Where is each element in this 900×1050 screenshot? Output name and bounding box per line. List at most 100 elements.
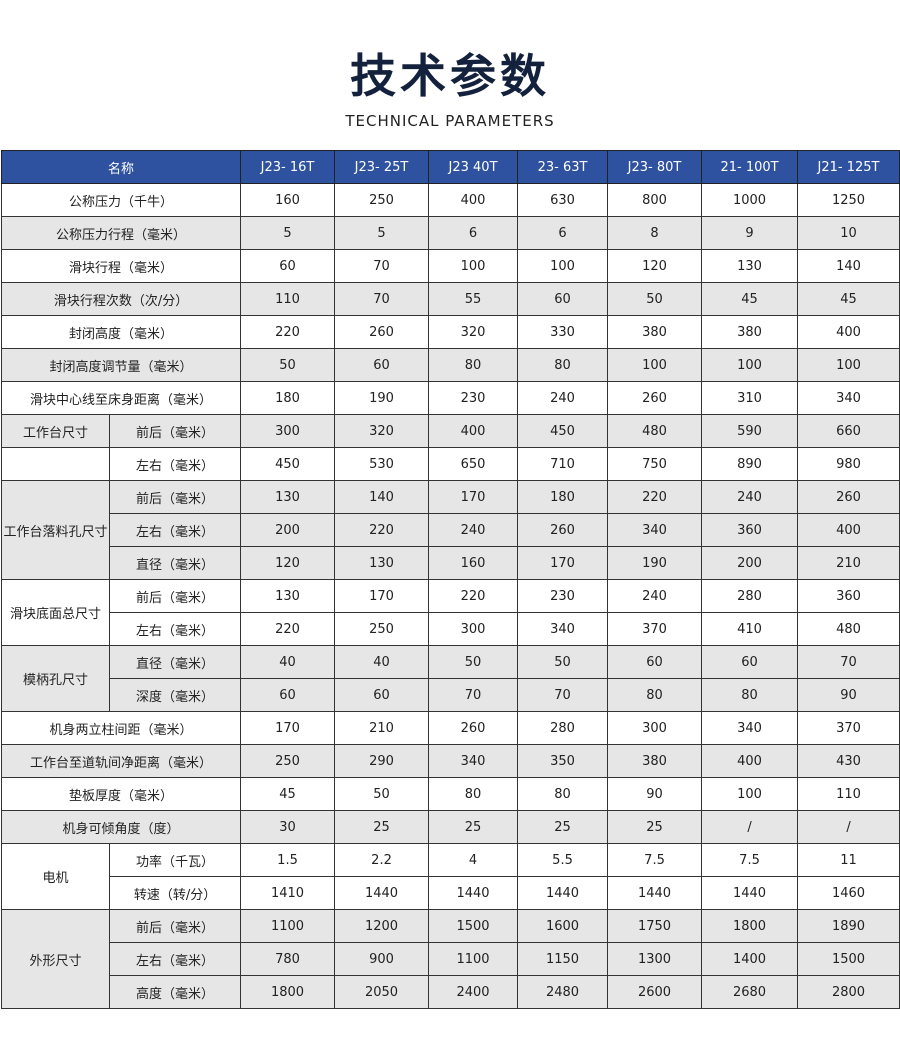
sub-label: 直径（毫米） xyxy=(108,645,242,679)
value-cell: 530 xyxy=(334,447,430,481)
value-cell: 80 xyxy=(701,678,799,712)
row-label: 滑块中心线至床身距离（毫米） xyxy=(0,381,242,415)
value-cell: 1750 xyxy=(607,909,703,943)
value-cell: 2680 xyxy=(701,975,799,1009)
value-cell: 200 xyxy=(701,546,799,580)
value-cell: 8 xyxy=(607,216,703,250)
value-cell: 40 xyxy=(334,645,430,679)
value-cell: 250 xyxy=(334,612,430,646)
header-model: J21- 125T xyxy=(797,150,900,184)
value-cell: 50 xyxy=(240,348,336,382)
value-cell: 230 xyxy=(517,579,609,613)
table-row: 工作台落料孔尺寸 前后（毫米） 130 140 170 180 220 240 260 xyxy=(1,480,900,580)
group-label: 外形尺寸 xyxy=(1,909,110,1009)
value-cell: 380 xyxy=(607,744,703,778)
table-row: 封闭高度（毫米） 220 260 320 330 380 380 400 xyxy=(0,315,900,349)
value-cell: 1250 xyxy=(797,183,900,217)
value-cell: 1800 xyxy=(240,975,336,1009)
table-row: 转速（转/分） 1410 1440 1440 1440 1440 1440 1460 xyxy=(2,876,900,910)
value-cell: 170 xyxy=(517,546,609,580)
value-cell: 110 xyxy=(797,777,900,811)
group-label: 模柄孔尺寸 xyxy=(1,645,110,712)
table-row: 工作台尺寸 前后（毫米） 300 320 400 450 480 590 660 xyxy=(1,414,900,448)
value-cell: 220 xyxy=(240,612,336,646)
value-cell: 370 xyxy=(607,612,703,646)
value-cell: 120 xyxy=(240,546,336,580)
value-cell: 70 xyxy=(797,645,900,679)
value-cell: 260 xyxy=(607,381,703,415)
value-cell: 160 xyxy=(428,546,519,580)
value-cell: 340 xyxy=(701,711,799,745)
value-cell: 310 xyxy=(701,381,799,415)
value-cell: 1150 xyxy=(517,942,609,976)
table-row: 直径（毫米） 120 130 160 170 190 200 210 xyxy=(2,546,900,580)
value-cell: 220 xyxy=(428,579,519,613)
table-row: 左右（毫米） 450 530 650 710 750 890 980 xyxy=(1,447,900,481)
value-cell: 250 xyxy=(240,744,336,778)
value-cell: 1000 xyxy=(701,183,799,217)
value-cell: 400 xyxy=(428,183,519,217)
value-cell: 70 xyxy=(334,249,430,283)
value-cell: 1440 xyxy=(701,876,799,910)
table-row: 电机 功率（千瓦） 1.5 2.2 4 5.5 7.5 7.5 11 xyxy=(1,843,900,910)
value-cell: 890 xyxy=(701,447,799,481)
value-cell: 260 xyxy=(797,480,900,514)
value-cell: 1200 xyxy=(334,909,430,943)
header-model: 21- 100T xyxy=(701,150,799,184)
table-row: 模柄孔尺寸 直径（毫米） 40 40 50 50 60 60 70 xyxy=(1,645,900,712)
sub-label: 前后（毫米） xyxy=(108,579,242,613)
value-cell: 400 xyxy=(797,513,900,547)
value-cell: 220 xyxy=(607,480,703,514)
value-cell: 60 xyxy=(517,282,609,316)
value-cell: 340 xyxy=(517,612,609,646)
sub-label: 左右（毫米） xyxy=(108,612,242,646)
value-cell: 70 xyxy=(428,678,519,712)
row-label: 垫板厚度（毫米） xyxy=(0,777,242,811)
value-cell: 110 xyxy=(240,282,336,316)
value-cell: 130 xyxy=(240,579,336,613)
value-cell: 230 xyxy=(428,381,519,415)
value-cell: 240 xyxy=(607,579,703,613)
value-cell: 130 xyxy=(240,480,336,514)
value-cell: 45 xyxy=(797,282,900,316)
value-cell: 60 xyxy=(334,678,430,712)
group-label xyxy=(1,447,110,481)
value-cell: 450 xyxy=(240,447,336,481)
value-cell: 210 xyxy=(797,546,900,580)
value-cell: 10 xyxy=(797,216,900,250)
table-row: 垫板厚度（毫米） 45 50 80 80 90 100 110 xyxy=(0,777,900,811)
row-label: 滑块行程（毫米） xyxy=(0,249,242,283)
value-cell: 70 xyxy=(334,282,430,316)
value-cell: 650 xyxy=(428,447,519,481)
value-cell: 90 xyxy=(607,777,703,811)
value-cell: 590 xyxy=(701,414,799,448)
table-row: 左右（毫米） 780 900 1100 1150 1300 1400 1500 xyxy=(2,942,900,976)
sub-label: 高度（毫米） xyxy=(108,975,242,1009)
value-cell: 480 xyxy=(607,414,703,448)
value-cell: 25 xyxy=(428,810,519,844)
value-cell: 60 xyxy=(607,645,703,679)
value-cell: 2600 xyxy=(607,975,703,1009)
value-cell: 2050 xyxy=(334,975,430,1009)
table-row: 滑块行程次数（次/分） 110 70 55 60 50 45 45 xyxy=(0,282,900,316)
value-cell: 1500 xyxy=(797,942,900,976)
value-cell: 45 xyxy=(701,282,799,316)
value-cell: 80 xyxy=(517,777,609,811)
value-cell: 120 xyxy=(607,249,703,283)
value-cell: 50 xyxy=(334,777,430,811)
value-cell: 1800 xyxy=(701,909,799,943)
value-cell: 340 xyxy=(797,381,900,415)
table-row: 滑块中心线至床身距离（毫米） 180 190 230 240 260 310 340 xyxy=(0,381,900,415)
value-cell: 190 xyxy=(334,381,430,415)
value-cell: 300 xyxy=(428,612,519,646)
value-cell: 280 xyxy=(701,579,799,613)
value-cell: 1440 xyxy=(334,876,430,910)
value-cell: 170 xyxy=(240,711,336,745)
value-cell: 100 xyxy=(797,348,900,382)
value-cell: 1.5 xyxy=(240,843,336,877)
value-cell: 7.5 xyxy=(701,843,799,877)
table-row: 左右（毫米） 200 220 240 260 340 360 400 xyxy=(2,513,900,547)
value-cell: 6 xyxy=(428,216,519,250)
value-cell: 25 xyxy=(607,810,703,844)
value-cell: 2480 xyxy=(517,975,609,1009)
